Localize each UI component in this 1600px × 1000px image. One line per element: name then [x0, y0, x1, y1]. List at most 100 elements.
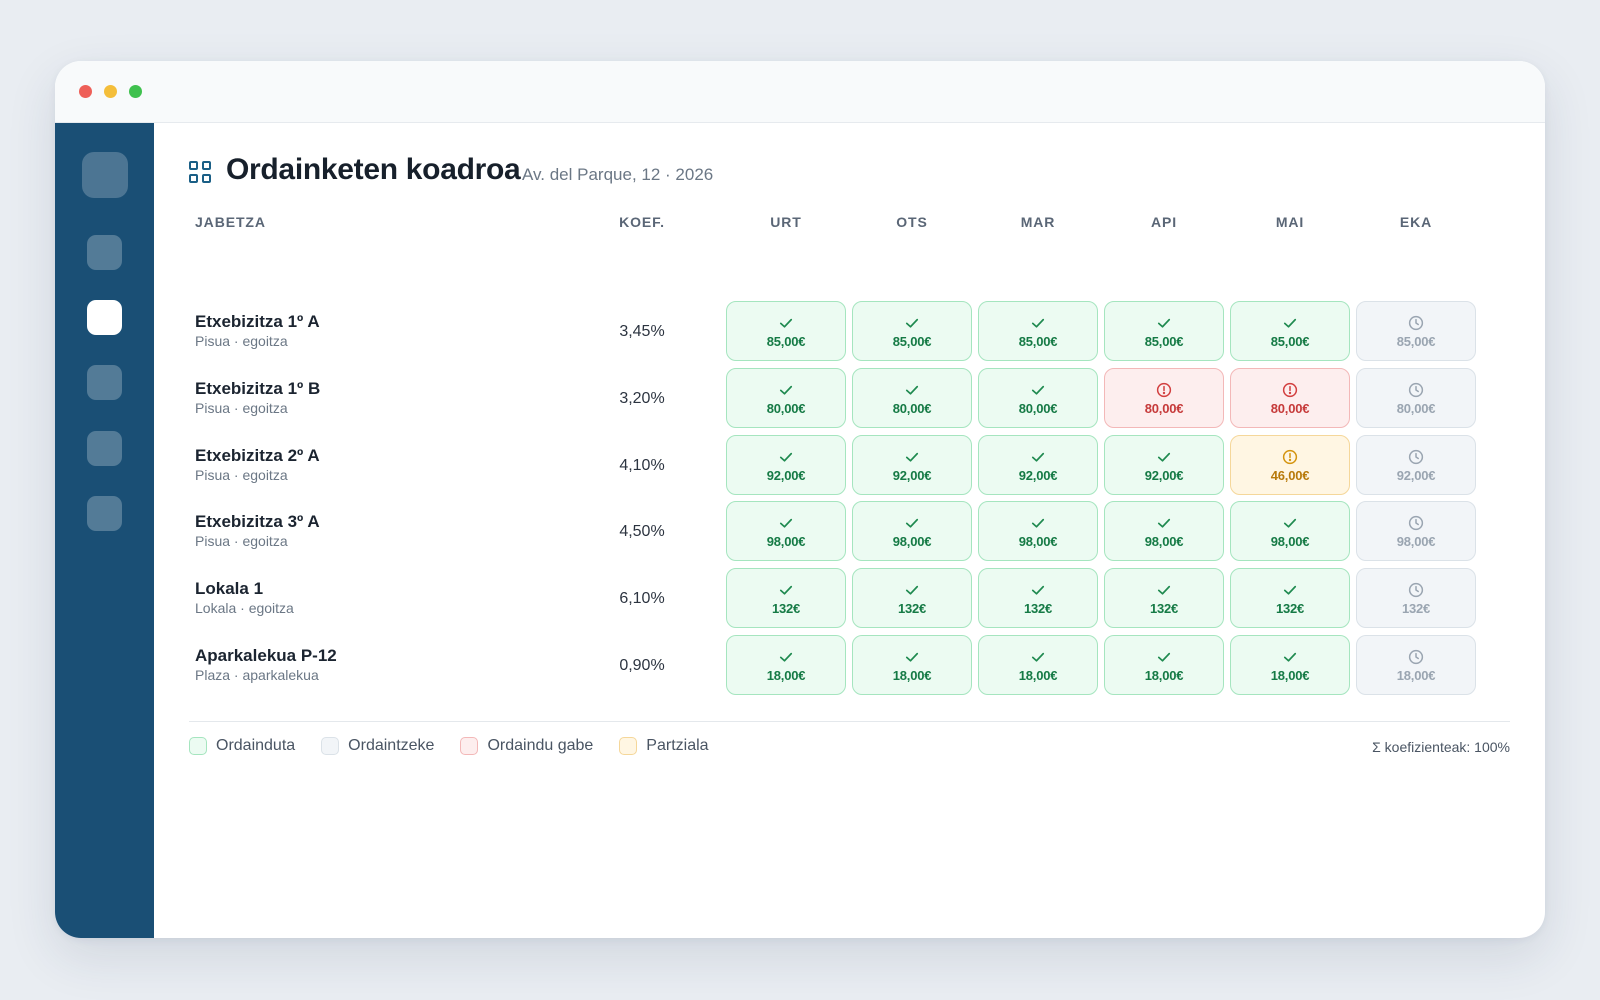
- legend-label-pending: Ordaintzeke: [348, 737, 435, 754]
- maximize-window-button[interactable]: [129, 85, 142, 98]
- column-header-month: MAR: [1020, 214, 1056, 230]
- payment-cell-paid[interactable]: 98,00€: [1104, 501, 1224, 561]
- payment-cell-paid[interactable]: 80,00€: [726, 368, 846, 428]
- legend-item-partial: Partziala: [619, 737, 709, 755]
- column-header-month: API: [1150, 214, 1178, 230]
- app-logo[interactable]: [82, 152, 128, 198]
- table-row: Etxebizitza 1º B Pisua · egoitza 3,20% 80,0…: [154, 368, 1545, 430]
- property-name[interactable]: Etxebizitza 3º A: [195, 512, 320, 531]
- table-row: Etxebizitza 3º A Pisua · egoitza 4,50% 98,0…: [154, 501, 1545, 563]
- payment-amount: 85,00€: [1144, 333, 1184, 349]
- column-header-month: MAI: [1275, 214, 1305, 230]
- payment-cell-paid[interactable]: 92,00€: [978, 435, 1098, 495]
- alert-circle-icon: [1155, 381, 1173, 401]
- sidebar-item-4[interactable]: [87, 431, 122, 466]
- payment-cell-paid[interactable]: 92,00€: [726, 435, 846, 495]
- check-icon: [777, 314, 795, 334]
- payment-cell-paid[interactable]: 98,00€: [1230, 501, 1350, 561]
- coefficient-value: 6,10%: [619, 590, 665, 607]
- payment-amount: 85,00€: [766, 333, 806, 349]
- legend-swatch-paid: [189, 737, 207, 755]
- payment-cell-paid[interactable]: 132€: [1104, 568, 1224, 628]
- payment-cell-paid[interactable]: 18,00€: [978, 635, 1098, 695]
- payment-cell-pending[interactable]: 132€: [1356, 568, 1476, 628]
- payment-cell-paid[interactable]: 92,00€: [852, 435, 972, 495]
- payment-amount: 80,00€: [892, 400, 932, 416]
- payment-amount: 18,00€: [892, 667, 932, 683]
- payment-cell-pending[interactable]: 92,00€: [1356, 435, 1476, 495]
- coefficient-value: 3,20%: [619, 390, 665, 407]
- payment-cell-paid[interactable]: 85,00€: [726, 301, 846, 361]
- payment-cell-paid[interactable]: 98,00€: [852, 501, 972, 561]
- check-icon: [903, 648, 921, 668]
- property-name[interactable]: Lokala 1: [195, 579, 264, 598]
- payment-cell-pending[interactable]: 98,00€: [1356, 501, 1476, 561]
- clock-icon: [1407, 514, 1425, 534]
- payment-cell-paid[interactable]: 132€: [726, 568, 846, 628]
- page-subtitle: Av. del Parque, 12 · 2026: [522, 165, 714, 184]
- check-icon: [1281, 314, 1299, 334]
- property-name[interactable]: Aparkalekua P-12: [195, 646, 337, 665]
- sidebar-item-3[interactable]: [87, 365, 122, 400]
- payment-amount: 80,00€: [1018, 400, 1058, 416]
- check-icon: [1281, 514, 1299, 534]
- payment-cell-paid[interactable]: 85,00€: [1104, 301, 1224, 361]
- property-name[interactable]: Etxebizitza 1º B: [195, 379, 321, 398]
- title-bar: [55, 61, 1545, 123]
- payment-amount: 92,00€: [1018, 467, 1058, 483]
- app-window: Ordainketen koadroa Av. del Parque, 12 ·…: [55, 61, 1545, 938]
- payment-cell-paid[interactable]: 98,00€: [726, 501, 846, 561]
- check-icon: [1029, 448, 1047, 468]
- legend-swatch-unpaid: [460, 737, 479, 755]
- payment-cell-partial[interactable]: 46,00€: [1230, 435, 1350, 495]
- payment-amount: 18,00€: [1144, 667, 1184, 683]
- payment-cell-paid[interactable]: 85,00€: [1230, 301, 1350, 361]
- property-name[interactable]: Etxebizitza 2º A: [195, 446, 320, 465]
- main-content: Ordainketen koadroa Av. del Parque, 12 ·…: [154, 123, 1545, 938]
- payment-amount: 18,00€: [1396, 667, 1436, 683]
- check-icon: [1155, 314, 1173, 334]
- table-row: Etxebizitza 1º A Pisua · egoitza 3,45% 85,0…: [154, 301, 1545, 363]
- property-name[interactable]: Etxebizitza 1º A: [195, 312, 320, 331]
- payment-cell-paid[interactable]: 132€: [1230, 568, 1350, 628]
- sidebar-item-1[interactable]: [87, 235, 122, 270]
- payment-cell-paid[interactable]: 85,00€: [852, 301, 972, 361]
- column-header-month: EKA: [1399, 214, 1433, 230]
- payment-cell-paid[interactable]: 98,00€: [978, 501, 1098, 561]
- payment-amount: 80,00€: [1396, 400, 1436, 416]
- payment-amount: 92,00€: [1396, 467, 1436, 483]
- clock-icon: [1407, 581, 1425, 601]
- payment-cell-paid[interactable]: 132€: [978, 568, 1098, 628]
- payment-amount: 132€: [1023, 600, 1053, 616]
- payment-cell-paid[interactable]: 132€: [852, 568, 972, 628]
- payment-cell-paid[interactable]: 80,00€: [978, 368, 1098, 428]
- check-icon: [1281, 581, 1299, 601]
- payment-cell-pending[interactable]: 85,00€: [1356, 301, 1476, 361]
- payment-cell-paid[interactable]: 80,00€: [852, 368, 972, 428]
- payment-cell-paid[interactable]: 18,00€: [852, 635, 972, 695]
- payment-cell-paid[interactable]: 18,00€: [1104, 635, 1224, 695]
- payment-cell-paid[interactable]: 92,00€: [1104, 435, 1224, 495]
- payment-cell-paid[interactable]: 18,00€: [726, 635, 846, 695]
- payment-cell-pending[interactable]: 80,00€: [1356, 368, 1476, 428]
- payment-cell-unpaid[interactable]: 80,00€: [1104, 368, 1224, 428]
- payment-amount: 85,00€: [1270, 333, 1310, 349]
- close-window-button[interactable]: [79, 85, 92, 98]
- check-icon: [777, 581, 795, 601]
- sidebar-item-active[interactable]: [87, 300, 122, 335]
- sidebar-item-5[interactable]: [87, 496, 122, 531]
- check-icon: [903, 448, 921, 468]
- payment-amount: 85,00€: [892, 333, 932, 349]
- minimize-window-button[interactable]: [104, 85, 117, 98]
- coefficient-value: 0,90%: [619, 657, 665, 674]
- payment-cell-paid[interactable]: 85,00€: [978, 301, 1098, 361]
- clock-icon: [1407, 381, 1425, 401]
- payment-cell-unpaid[interactable]: 80,00€: [1230, 368, 1350, 428]
- payment-cell-pending[interactable]: 18,00€: [1356, 635, 1476, 695]
- payment-amount: 98,00€: [1144, 533, 1184, 549]
- payment-amount: 92,00€: [1144, 467, 1184, 483]
- property-type: Pisua · egoitza: [195, 467, 288, 483]
- payment-cell-paid[interactable]: 18,00€: [1230, 635, 1350, 695]
- check-icon: [1155, 648, 1173, 668]
- legend-item-pending: Ordaintzeke: [321, 737, 434, 755]
